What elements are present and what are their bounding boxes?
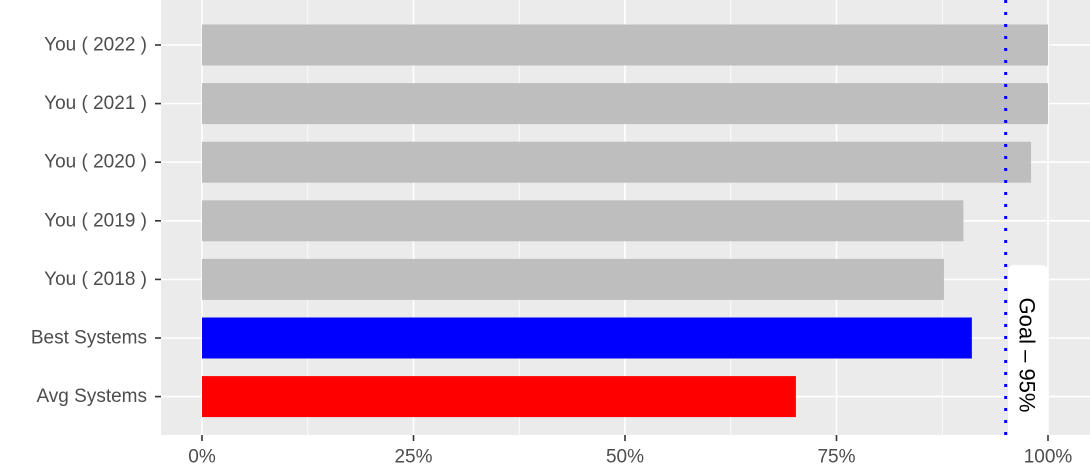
- goal-annotation: Goal – 95%: [1004, 0, 1048, 445]
- bar: [202, 24, 1048, 66]
- bar: [202, 376, 796, 418]
- bar: [202, 141, 1032, 183]
- y-tick-label: You ( 2020 ): [44, 152, 147, 173]
- y-tick-label: You ( 2018 ): [44, 269, 147, 290]
- bars: [202, 24, 1048, 418]
- x-tick-label: 50%: [606, 447, 644, 464]
- y-tick-label: You ( 2022 ): [44, 35, 147, 56]
- x-tick-label: 0%: [188, 447, 216, 464]
- x-tick-label: 100%: [1024, 447, 1073, 464]
- x-tick-label: 75%: [817, 447, 855, 464]
- y-tick-label: Best Systems: [31, 328, 147, 349]
- goal-label: Goal – 95%: [1015, 298, 1040, 413]
- goal-label-box: [1008, 265, 1048, 445]
- y-tick-label: You ( 2019 ): [44, 210, 147, 231]
- bar: [202, 258, 944, 300]
- bar: [202, 83, 1048, 125]
- y-tick-label: You ( 2021 ): [44, 93, 147, 114]
- y-tick-label: Avg Systems: [36, 386, 147, 407]
- bar: [202, 200, 964, 242]
- bar: [202, 317, 972, 359]
- axes: You ( 2022 ) You ( 2021 ) You ( 2020 ) You …: [31, 35, 1073, 464]
- x-tick-label: 25%: [394, 447, 432, 464]
